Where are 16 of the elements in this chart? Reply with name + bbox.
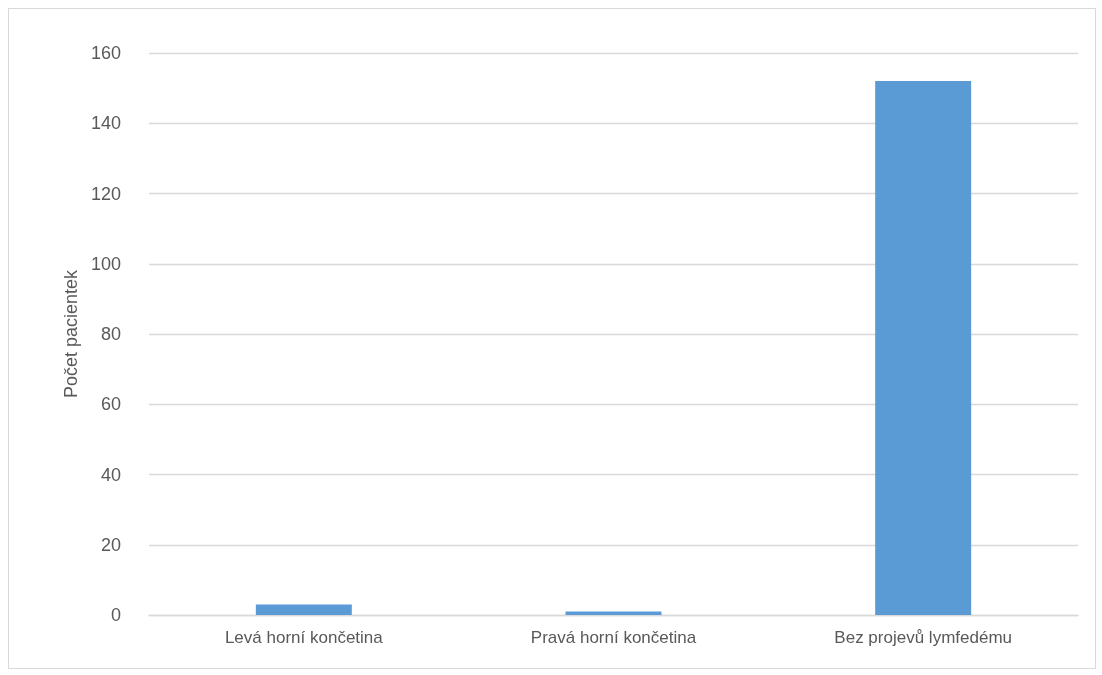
- y-tick-label: 160: [90, 43, 121, 63]
- y-tick-label: 40: [100, 464, 121, 485]
- x-tick-label: Bez projevů lymfedému: [834, 628, 1012, 647]
- bar: [875, 81, 972, 615]
- bar: [255, 604, 352, 615]
- y-tick-label: 120: [90, 183, 121, 204]
- y-tick-label: 100: [90, 253, 121, 274]
- y-tick-label: 0: [110, 605, 121, 625]
- y-tick-label: 80: [100, 324, 121, 344]
- bar: [565, 611, 662, 615]
- y-tick-label: 20: [100, 534, 121, 555]
- y-tick-label: 60: [100, 394, 121, 415]
- y-axis-title: Počet pacientek: [61, 268, 82, 399]
- y-tick-label: 140: [90, 113, 121, 134]
- x-tick-label: Pravá horní končetina: [530, 628, 697, 647]
- x-tick-label: Levá horní končetina: [224, 628, 384, 647]
